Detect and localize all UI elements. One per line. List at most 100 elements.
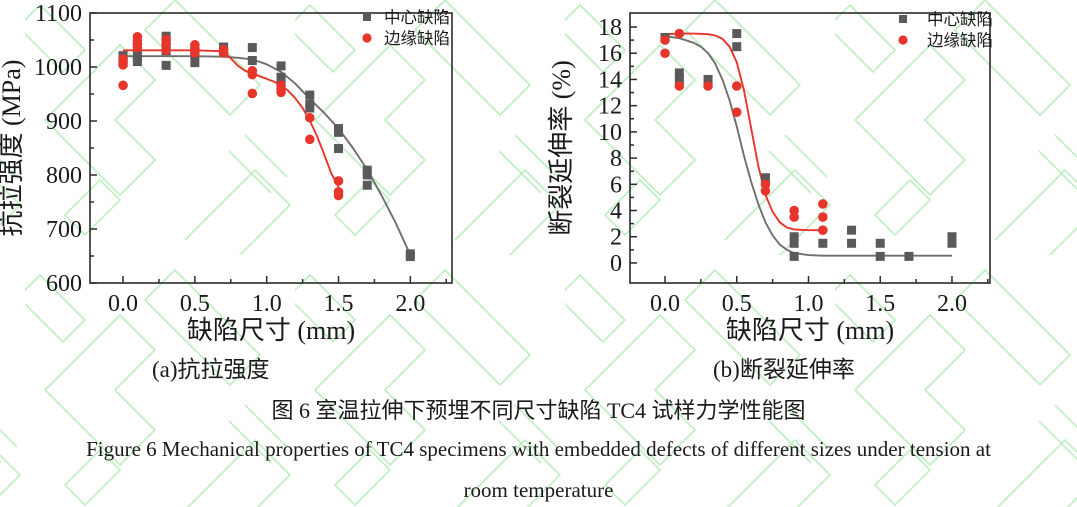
chart-a-tensile-strength: 0.0 0.5 1.0 1.5 2.0 600 700 800 900 1000 1100 缺陷尺寸 … (0, 1, 453, 345)
subcaption-b: (b)断裂延伸率 (713, 357, 855, 382)
data-point-square (875, 251, 885, 261)
y-tick-label: 2 (610, 225, 622, 251)
y-tick-label: 6 (610, 172, 622, 198)
legend-circle-marker-icon (362, 33, 372, 43)
data-point-circle (731, 107, 742, 118)
data-point-circle (118, 54, 128, 64)
legend-label: 中心缺陷 (384, 8, 450, 27)
data-point-square (760, 173, 770, 183)
data-point-circle (703, 81, 713, 91)
data-point-circle (118, 80, 128, 91)
y-tick-label: 4 (610, 199, 622, 225)
y-tick-label: 0 (610, 251, 622, 277)
data-point-circle (660, 48, 670, 59)
x-tick-label: 0.0 (650, 291, 680, 317)
data-point-square (334, 144, 344, 154)
y-tick-label: 800 (46, 163, 82, 189)
data-point-square (305, 90, 315, 100)
data-point-square (161, 60, 171, 70)
series-center-defect (118, 31, 415, 262)
x-tick-labels: 0.0 0.5 1.0 1.5 2.0 (108, 291, 425, 317)
x-tick-label: 0.5 (722, 291, 752, 317)
subcaption-a: (a)抗拉强度 (152, 357, 270, 382)
data-point-circle (161, 34, 171, 45)
data-point-circle (674, 81, 685, 91)
fit-curve-edge-defect (664, 32, 823, 232)
x-tick-label: 1.0 (252, 291, 282, 317)
data-point-square (732, 29, 742, 39)
data-point-square (818, 238, 828, 248)
y-tick-label: 18 (598, 15, 622, 41)
data-point-square (703, 74, 713, 84)
data-point-circle (660, 35, 670, 45)
y-axis-title: 断裂延伸率 (%) (547, 60, 576, 235)
data-point-square (334, 124, 344, 134)
data-point-circle (304, 112, 315, 123)
data-point-circle (276, 80, 286, 91)
figure-caption-english-line1: Figure 6 Mechanical properties of TC4 sp… (86, 437, 991, 461)
y-tick-label: 8 (610, 146, 622, 172)
x-tick-label: 1.0 (793, 291, 823, 317)
data-point-square (674, 74, 684, 84)
y-tick-label: 10 (598, 120, 622, 146)
series-edge-defect (118, 31, 344, 201)
data-point-circle (818, 212, 828, 222)
data-point-square (789, 251, 799, 261)
y-tick-label: 16 (598, 41, 622, 67)
data-point-circle (218, 44, 229, 55)
legend-square-marker-icon (899, 15, 907, 23)
fit-curve-center-defect (123, 55, 412, 256)
data-point-square (847, 225, 857, 235)
axis-ticks (90, 12, 448, 284)
plot-frame (89, 12, 453, 284)
x-tick-label: 1.5 (324, 291, 354, 317)
data-point-square (362, 170, 372, 180)
data-point-square (947, 232, 957, 242)
legend-label: 中心缺陷 (927, 10, 993, 29)
x-axis-title: 缺陷尺寸 (mm) (726, 316, 894, 345)
y-tick-label: 1000 (34, 55, 82, 81)
data-point-circle (760, 179, 771, 190)
x-tick-label: 0.0 (108, 291, 138, 317)
legend-label: 边缘缺陷 (384, 29, 450, 48)
y-tick-label: 14 (598, 67, 622, 93)
x-axis-title: 缺陷尺寸 (mm) (187, 316, 355, 345)
series-edge-defect (660, 28, 828, 235)
data-point-circle (190, 40, 200, 50)
data-point-square (847, 238, 857, 248)
data-point-square (305, 99, 315, 109)
legend-label: 边缘缺陷 (927, 31, 993, 50)
fit-curve-center-defect (664, 35, 952, 257)
data-point-square (947, 238, 957, 248)
data-point-square (789, 232, 799, 242)
y-tick-label: 1100 (35, 1, 82, 27)
data-point-square (362, 165, 372, 175)
data-point-circle (247, 88, 258, 99)
data-point-square (190, 58, 200, 68)
data-point-square (276, 72, 286, 82)
data-point-square (405, 249, 415, 259)
y-tick-labels: 600 700 800 900 1000 1100 (34, 1, 82, 297)
data-point-square (276, 61, 286, 71)
data-point-circle (674, 28, 685, 39)
y-tick-label: 700 (46, 217, 82, 243)
data-point-circle (731, 81, 742, 91)
data-point-square (789, 238, 799, 248)
data-point-circle (132, 31, 143, 42)
x-tick-label: 2.0 (937, 291, 967, 317)
data-point-square (362, 180, 372, 190)
axis-ticks (630, 26, 989, 283)
figure-caption-english-line2: room temperature (463, 478, 614, 502)
plot-frame (629, 12, 991, 284)
data-point-square (875, 238, 885, 248)
y-tick-label: 12 (598, 94, 622, 120)
legend-square-marker-icon (363, 13, 371, 21)
data-point-circle (304, 134, 315, 145)
data-point-square (732, 42, 742, 52)
data-point-circle (818, 199, 828, 209)
data-point-square (247, 43, 257, 53)
